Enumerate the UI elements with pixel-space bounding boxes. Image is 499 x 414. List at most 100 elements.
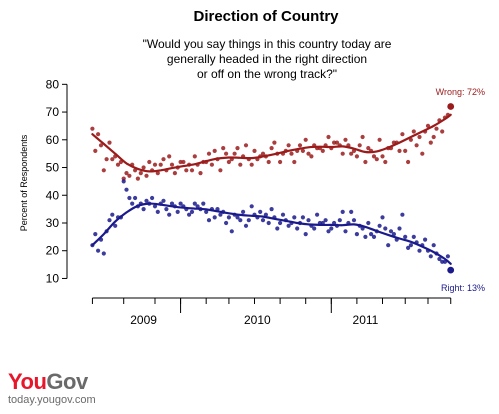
data-point-wrong — [184, 168, 189, 173]
data-point-right — [221, 209, 226, 214]
data-point-wrong — [164, 168, 169, 173]
data-point-wrong — [346, 143, 351, 148]
data-point-wrong — [309, 154, 314, 159]
data-point-wrong — [260, 151, 266, 156]
y-tick-label-40: 40 — [46, 188, 60, 202]
data-point-right — [445, 254, 450, 259]
data-point-wrong — [93, 148, 98, 153]
data-point-wrong — [161, 157, 166, 162]
data-point-wrong — [198, 171, 203, 176]
data-point-right — [201, 201, 206, 206]
data-point-right — [229, 229, 234, 234]
y-tick-label-80: 80 — [46, 77, 60, 91]
brand-url-link[interactable]: today.yougov.com — [8, 394, 96, 406]
x-axis: 2009 2010 2011 — [91, 297, 452, 327]
data-point-wrong — [115, 162, 121, 167]
data-point-right — [195, 204, 200, 209]
data-point-wrong — [360, 134, 365, 140]
yougov-logo[interactable]: YouGov — [8, 371, 96, 393]
data-point-right — [175, 209, 180, 214]
data-point-wrong — [172, 171, 177, 176]
data-point-right — [343, 229, 348, 234]
data-point-wrong — [394, 140, 399, 145]
data-point-wrong — [272, 140, 277, 145]
data-point-right — [204, 209, 209, 214]
data-point-right — [425, 248, 431, 253]
data-point-right — [414, 240, 419, 245]
data-point-wrong — [423, 129, 428, 134]
data-point-right — [133, 195, 138, 201]
data-point-wrong — [349, 151, 354, 156]
data-point-wrong — [326, 134, 331, 140]
data-point-right — [360, 226, 365, 231]
data-point-wrong — [150, 168, 155, 173]
data-point-wrong — [286, 143, 291, 148]
data-point-right — [189, 209, 195, 214]
data-point-right — [371, 234, 377, 239]
data-point-wrong — [434, 126, 439, 131]
data-point-right — [198, 207, 203, 212]
data-point-wrong — [369, 148, 374, 153]
data-point-right — [209, 207, 214, 212]
data-point-wrong — [408, 137, 413, 142]
data-point-wrong — [252, 148, 257, 153]
data-point-right — [243, 223, 249, 228]
data-point-right — [147, 201, 152, 206]
data-point-right — [403, 234, 408, 239]
data-point-wrong — [377, 137, 382, 142]
end-label-wrong: Wrong: 72% — [436, 87, 485, 97]
data-point-wrong — [317, 146, 322, 151]
data-point-wrong — [417, 134, 422, 140]
data-point-wrong — [235, 146, 240, 151]
data-point-wrong — [201, 159, 206, 165]
data-point-right — [161, 198, 166, 203]
data-point-right — [158, 201, 163, 206]
data-point-right — [235, 215, 240, 220]
data-point-wrong — [380, 154, 385, 159]
chart-subtitle-line-2: generally headed in the right direction — [167, 52, 367, 66]
data-point-right — [337, 218, 342, 223]
data-point-right — [272, 215, 277, 220]
data-point-wrong — [388, 146, 394, 151]
trend-line-right — [91, 202, 452, 265]
data-point-wrong — [175, 165, 180, 170]
data-point-right — [144, 198, 149, 203]
data-point-wrong — [397, 148, 402, 153]
data-point-right — [150, 195, 155, 201]
data-point-right — [306, 218, 311, 223]
data-point-wrong — [212, 148, 217, 153]
data-point-wrong — [204, 159, 209, 165]
logo-text-you: You — [8, 369, 47, 394]
data-point-right — [184, 207, 189, 212]
data-point-right — [332, 220, 337, 226]
data-point-right — [423, 237, 428, 242]
data-point-wrong — [357, 143, 362, 148]
chart-subtitle-line-3: or off on the wrong track?" — [197, 67, 337, 81]
data-point-wrong — [445, 112, 450, 117]
data-point-wrong — [110, 157, 115, 162]
data-point-wrong — [278, 159, 283, 165]
chart-title: Direction of Country — [194, 8, 340, 25]
data-point-wrong — [232, 151, 237, 156]
data-point-right — [266, 220, 271, 226]
data-point-right — [417, 248, 422, 253]
data-point-wrong — [141, 165, 146, 170]
data-point-right — [278, 220, 283, 226]
data-point-wrong — [189, 168, 195, 173]
data-point-right — [411, 234, 416, 239]
data-point-wrong — [221, 146, 226, 151]
data-point-wrong — [337, 143, 342, 148]
data-point-right — [127, 195, 132, 201]
data-point-wrong — [289, 151, 294, 156]
data-point-right — [295, 226, 300, 231]
data-point-wrong — [366, 146, 371, 151]
data-point-wrong — [340, 151, 345, 156]
data-point-right — [406, 245, 411, 250]
data-point-right — [269, 207, 274, 212]
data-point-wrong — [107, 140, 112, 145]
data-point-wrong — [300, 148, 305, 153]
data-point-right — [317, 220, 322, 226]
data-point-right — [383, 226, 388, 231]
data-point-wrong — [283, 148, 288, 153]
data-point-wrong — [127, 173, 132, 178]
